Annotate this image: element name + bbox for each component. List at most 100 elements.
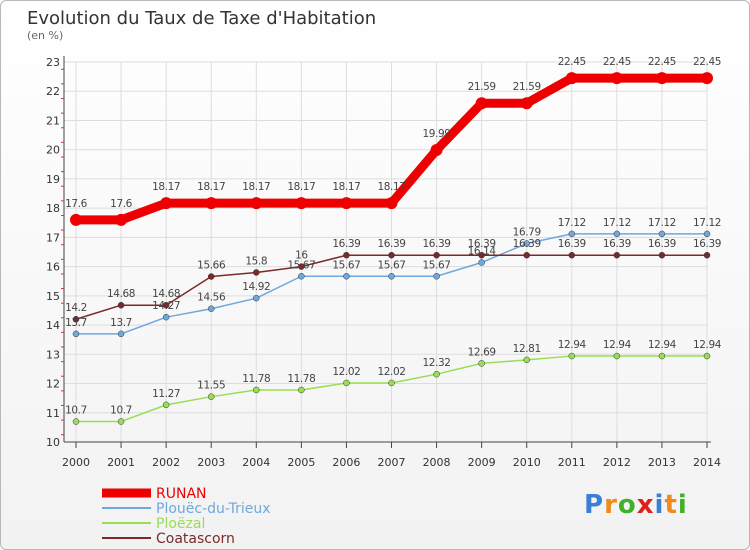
data-label-runan: 19.99 xyxy=(423,128,451,140)
proxiti-logo: Proxiti xyxy=(584,490,688,520)
logo-letter: r xyxy=(604,490,618,520)
legend-label-plou-c-du-trieux: Plouëc-du-Trieux xyxy=(156,501,271,517)
x-tick-label: 2002 xyxy=(152,456,180,469)
chart-title: Evolution du Taux de Taxe d'Habitation xyxy=(27,8,376,29)
legend-label-coatascorn: Coatascorn xyxy=(156,531,235,547)
x-tick-label: 2008 xyxy=(423,456,451,469)
data-point-plo-zal xyxy=(658,352,666,360)
data-point-runan xyxy=(205,197,218,210)
data-point-plo-zal xyxy=(388,379,395,387)
data-point-plou-c-du-trieux xyxy=(388,273,395,280)
x-tick-label: 2004 xyxy=(242,456,270,469)
logo-letter: i xyxy=(654,490,665,520)
data-point-plou-c-du-trieux xyxy=(72,330,80,338)
gridlines xyxy=(64,61,708,443)
data-point-plou-c-du-trieux xyxy=(703,230,711,238)
data-point-runan xyxy=(295,197,308,210)
data-label-plo-zal: 12.94 xyxy=(558,339,587,351)
data-point-coatascorn xyxy=(207,273,215,280)
logo-letter: x xyxy=(636,490,655,520)
data-label-plo-zal: 12.32 xyxy=(423,357,451,369)
data-label-coatascorn: 16 xyxy=(295,250,308,262)
data-point-plo-zal xyxy=(343,379,350,387)
data-label-coatascorn: 16.39 xyxy=(423,238,451,250)
data-label-plou-c-du-trieux: 14.92 xyxy=(242,281,270,293)
logo-letter: P xyxy=(584,490,605,520)
data-point-runan xyxy=(385,197,398,210)
data-label-plou-c-du-trieux: 13.7 xyxy=(65,317,87,329)
data-label-plou-c-du-trieux: 15.67 xyxy=(423,259,451,271)
data-label-plo-zal: 11.55 xyxy=(197,380,225,392)
data-label-plou-c-du-trieux: 17.12 xyxy=(558,217,586,229)
logo-letter: t xyxy=(664,490,678,520)
data-label-coatascorn: 14.68 xyxy=(152,288,180,300)
data-point-runan xyxy=(115,213,128,226)
x-tick-label: 2014 xyxy=(693,456,721,469)
data-point-coatascorn xyxy=(253,269,260,276)
data-point-runan xyxy=(520,97,533,110)
data-point-plou-c-du-trieux xyxy=(568,230,576,238)
data-point-plo-zal xyxy=(478,360,485,367)
data-label-runan: 18.17 xyxy=(152,181,180,193)
data-point-plou-c-du-trieux xyxy=(162,313,170,321)
y-tick-label: 17 xyxy=(46,231,60,244)
data-point-runan xyxy=(655,72,668,85)
data-point-runan xyxy=(70,213,82,226)
data-point-coatascorn xyxy=(433,251,440,259)
data-label-runan: 18.17 xyxy=(242,181,270,193)
x-tick-label: 2010 xyxy=(513,456,541,469)
x-tick-label: 2000 xyxy=(62,456,90,469)
data-point-runan xyxy=(475,97,488,110)
y-tick-label: 22 xyxy=(46,85,60,98)
data-label-coatascorn: 15.66 xyxy=(197,260,226,272)
data-point-plo-zal xyxy=(72,418,80,425)
series-lines xyxy=(70,72,713,425)
data-label-coatascorn: 14.68 xyxy=(107,288,135,300)
data-point-plou-c-du-trieux xyxy=(658,230,666,238)
data-label-runan: 18.17 xyxy=(197,181,225,193)
y-tick-label: 10 xyxy=(46,436,60,449)
data-label-coatascorn: 14.2 xyxy=(65,302,87,314)
data-point-plo-zal xyxy=(433,370,440,378)
data-point-coatascorn xyxy=(162,301,170,309)
data-label-coatascorn: 16.39 xyxy=(693,238,721,250)
data-label-runan: 17.6 xyxy=(65,198,87,210)
y-tick-label: 23 xyxy=(46,56,60,69)
data-label-plo-zal: 11.27 xyxy=(152,388,180,400)
data-point-plo-zal xyxy=(298,386,305,394)
data-label-coatascorn: 16.39 xyxy=(468,238,496,250)
data-label-runan: 22.45 xyxy=(693,56,721,68)
x-tick-label: 2013 xyxy=(648,456,676,469)
data-label-plo-zal: 12.69 xyxy=(468,346,496,358)
data-point-runan xyxy=(610,72,623,85)
logo-letter: i xyxy=(677,490,688,520)
data-label-plo-zal: 12.81 xyxy=(513,343,541,355)
data-label-coatascorn: 16.39 xyxy=(648,238,676,250)
data-label-runan: 17.6 xyxy=(110,198,132,210)
data-point-coatascorn xyxy=(117,301,125,309)
data-point-plo-zal xyxy=(703,352,711,360)
data-label-runan: 22.45 xyxy=(648,56,676,68)
x-tick-label: 2003 xyxy=(197,456,225,469)
data-label-plou-c-du-trieux: 14.56 xyxy=(197,292,226,304)
data-point-plo-zal xyxy=(162,401,170,409)
data-label-runan: 21.59 xyxy=(513,81,541,93)
data-label-runan: 22.45 xyxy=(603,56,631,68)
data-point-plou-c-du-trieux xyxy=(117,330,125,338)
data-point-plou-c-du-trieux xyxy=(433,273,440,280)
data-point-plo-zal xyxy=(613,352,621,360)
data-point-plou-c-du-trieux xyxy=(207,305,215,312)
data-point-coatascorn xyxy=(523,251,530,259)
legend-label-runan: RUNAN xyxy=(156,486,207,502)
x-tick-label: 2011 xyxy=(558,456,586,469)
y-tick-label: 11 xyxy=(46,407,60,420)
data-label-plou-c-du-trieux: 17.12 xyxy=(648,217,676,229)
data-point-coatascorn xyxy=(343,251,350,259)
data-point-coatascorn xyxy=(478,251,485,259)
data-label-plou-c-du-trieux: 15.67 xyxy=(377,259,405,271)
data-label-plo-zal: 12.94 xyxy=(603,339,632,351)
data-point-plou-c-du-trieux xyxy=(478,259,485,266)
data-point-plo-zal xyxy=(117,418,125,425)
